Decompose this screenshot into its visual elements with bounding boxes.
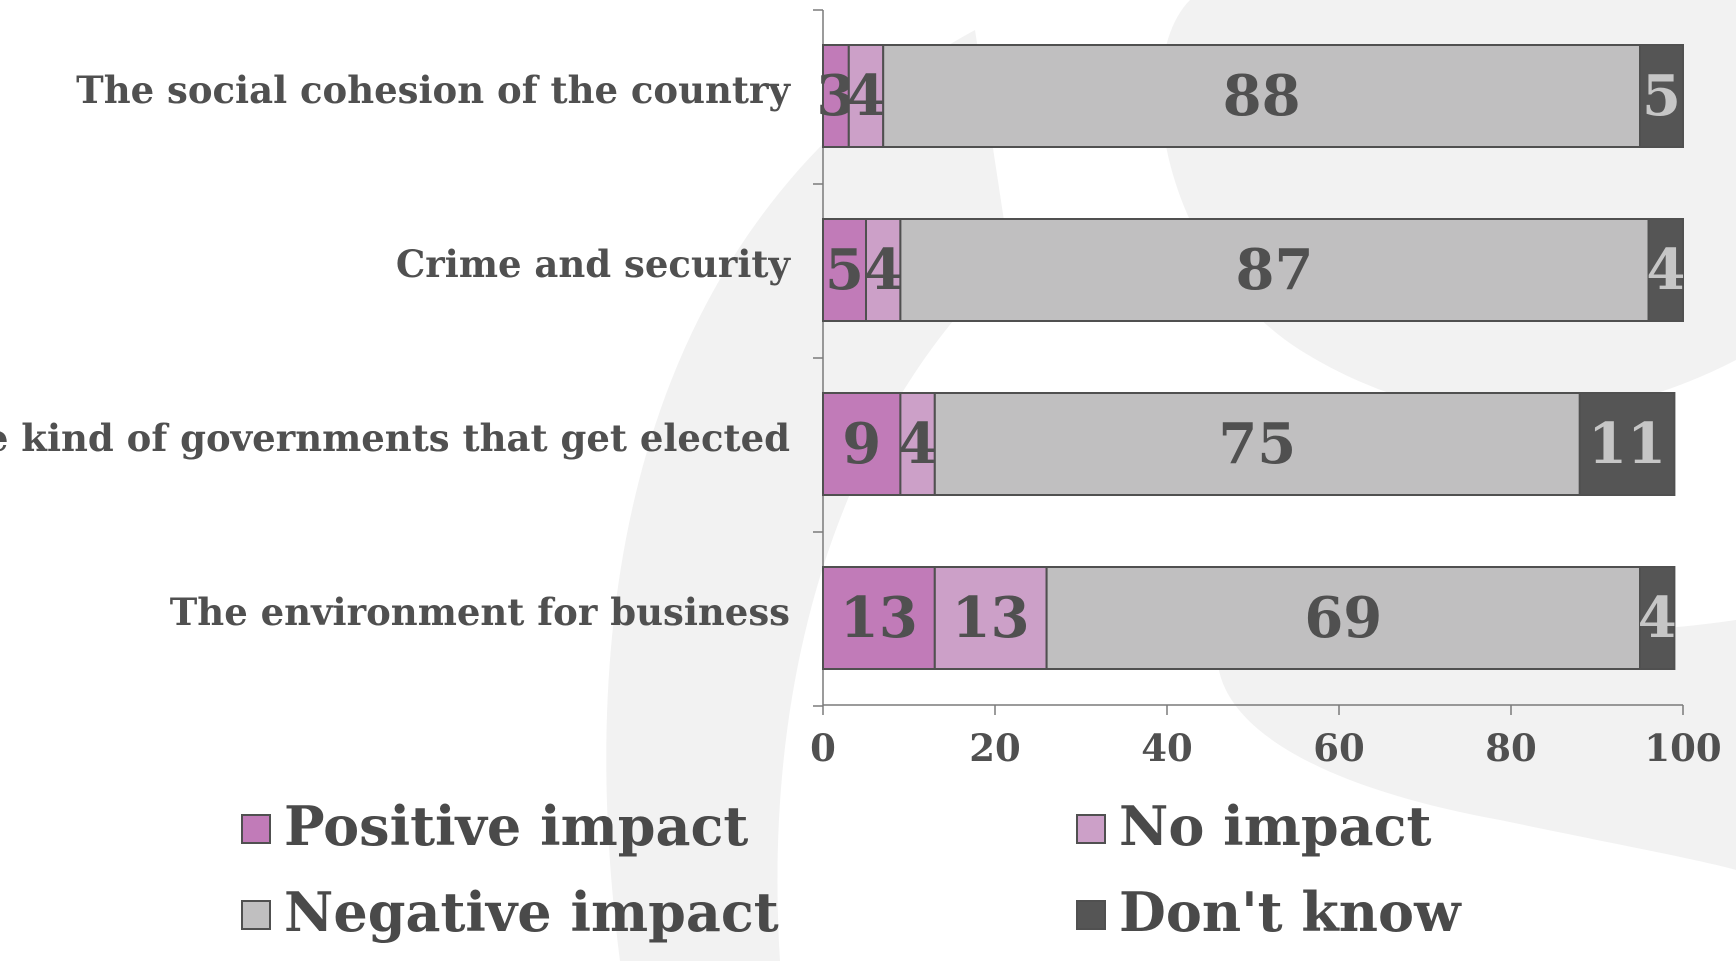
data-label: 4 [898,411,937,477]
x-tick-label: 0 [810,726,836,770]
legend-swatch [241,814,271,844]
legend-label: Don't know [1119,880,1462,944]
bar-segment [822,392,902,496]
data-label: 11 [1588,411,1666,477]
data-label: 75 [1218,411,1296,477]
legend-label: Positive impact [284,794,748,858]
legend: Positive impact No impact Negative impact D… [241,794,1462,944]
data-label: 4 [864,237,903,303]
legend-swatch [241,900,271,930]
legend-label: Negative impact [284,880,779,944]
bar-segment [1647,218,1684,322]
bar-segment [1578,392,1676,496]
data-label: 69 [1304,585,1382,651]
data-label: 87 [1236,237,1314,303]
bar-segment [822,566,936,670]
category-label: Crime and security [396,242,792,286]
x-tick-label: 60 [1313,726,1365,770]
x-tick-label: 100 [1644,726,1721,770]
x-tick-label: 40 [1141,726,1193,770]
plot-area: 0 20 40 60 80 100 [810,9,1722,770]
bar-segment [822,44,850,148]
bar-segment [865,218,902,322]
data-label: 4 [1638,585,1677,651]
bar-segment [882,44,1641,148]
data-label: 9 [842,411,881,477]
category-labels: The social cohesion of the country Crime … [0,68,791,634]
x-tick-label: 20 [969,726,1021,770]
bar-segment [1045,566,1641,670]
data-label: 88 [1223,63,1301,129]
data-label: 4 [1646,237,1685,303]
legend-swatch [1076,814,1106,844]
bar-segment [899,218,1650,322]
bar-segment [822,218,867,322]
legend-label: No impact [1119,794,1431,858]
bar-segment [1639,566,1676,670]
bar-segment [1639,44,1684,148]
data-label: 13 [840,585,918,651]
data-label: 13 [952,585,1030,651]
category-label: The kind of governments that get elected [0,416,790,460]
data-label: 5 [1642,63,1681,129]
data-label: 4 [847,63,886,129]
category-label: The social cohesion of the country [76,68,791,112]
category-label: The environment for business [170,590,790,634]
x-tick-label: 80 [1485,726,1537,770]
legend-swatch [1076,900,1106,930]
data-label: 5 [825,237,864,303]
